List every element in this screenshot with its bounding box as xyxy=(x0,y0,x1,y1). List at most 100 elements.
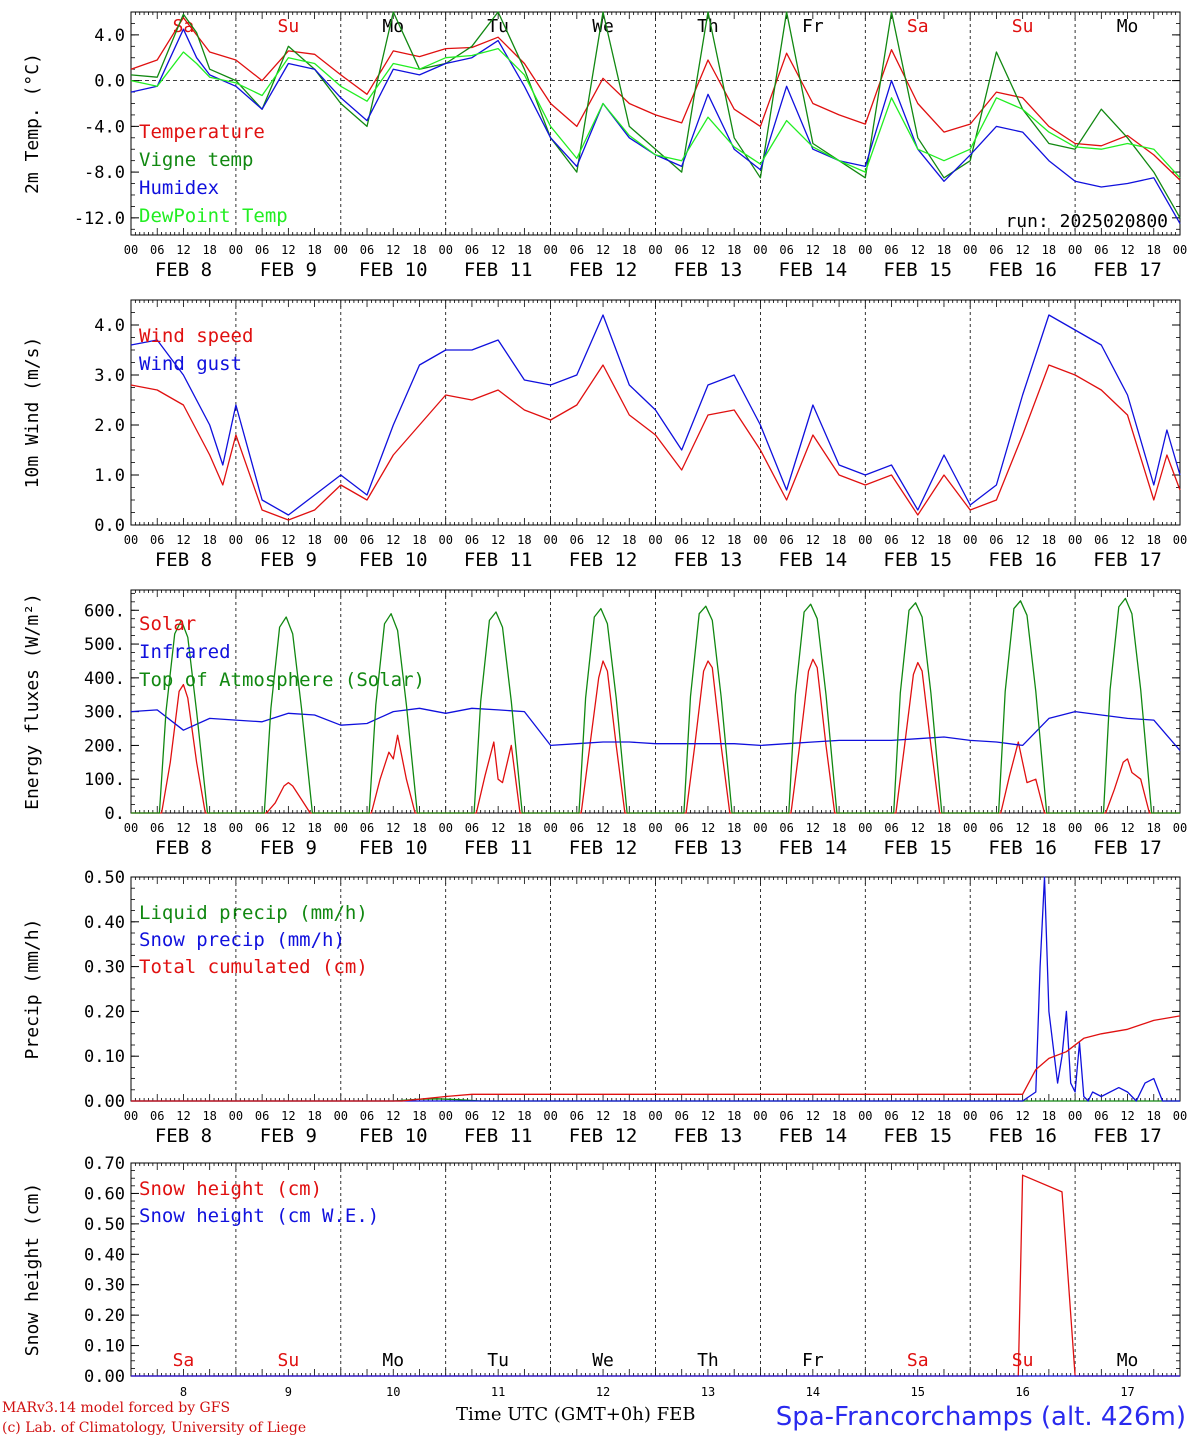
series-line-wind-gust xyxy=(130,314,1181,516)
day-name-label: Fr xyxy=(802,16,824,37)
x-hour-label: 12 xyxy=(176,533,190,547)
x-hour-label: 06 xyxy=(674,243,688,257)
y-tick-label: 0.10 xyxy=(84,1047,125,1067)
x-hour-label: 12 xyxy=(386,533,400,547)
y-tick-label: 600. xyxy=(84,601,125,621)
x-hour-label: 18 xyxy=(1042,821,1056,835)
x-hour-label: 12 xyxy=(806,533,820,547)
x-hour-label: 06 xyxy=(1094,821,1108,835)
x-hour-label: 06 xyxy=(255,1109,269,1123)
legend-entry: Snow height (cm W.E.) xyxy=(139,1205,379,1227)
x-date-label: FEB 14 xyxy=(779,549,848,571)
model-credit: MARv3.14 model forced by GFS xyxy=(2,1400,231,1416)
day-number-label: 14 xyxy=(806,1385,820,1399)
x-hour-label: 12 xyxy=(701,1109,715,1123)
legend-entry: Vigne temp xyxy=(139,149,253,171)
x-hour-label: 18 xyxy=(202,533,216,547)
y-axis-label: Precip (mm/h) xyxy=(22,919,43,1060)
x-hour-label: 06 xyxy=(674,821,688,835)
x-date-label: FEB 10 xyxy=(359,1125,428,1147)
x-date-label: FEB 17 xyxy=(1093,837,1162,859)
x-date-label: FEB 11 xyxy=(464,1125,533,1147)
x-hour-label: 18 xyxy=(727,243,741,257)
y-tick-label: 1.0 xyxy=(94,466,125,486)
x-hour-label: 06 xyxy=(150,243,164,257)
day-name-label: Mo xyxy=(382,1350,404,1371)
x-hour-label: 00 xyxy=(1173,533,1187,547)
x-hour-label: 18 xyxy=(832,1109,846,1123)
x-date-label: FEB 15 xyxy=(883,837,952,859)
day-number-label: 11 xyxy=(491,1385,505,1399)
x-hour-label: 18 xyxy=(1147,1109,1161,1123)
x-hour-label: 18 xyxy=(937,821,951,835)
x-hour-label: 06 xyxy=(360,1109,374,1123)
x-hour-label: 06 xyxy=(255,533,269,547)
x-date-label: FEB 10 xyxy=(359,259,428,281)
x-hour-label: 06 xyxy=(989,1109,1003,1123)
y-tick-label: 3.0 xyxy=(94,366,125,386)
x-date-label: FEB 8 xyxy=(155,259,212,281)
y-tick-label: 300. xyxy=(84,703,125,723)
y-tick-label: 0.50 xyxy=(84,1215,125,1235)
day-number-label: 10 xyxy=(386,1385,400,1399)
x-hour-label: 06 xyxy=(570,243,584,257)
x-hour-label: 18 xyxy=(832,243,846,257)
x-hour-label: 00 xyxy=(1068,1109,1082,1123)
x-hour-label: 06 xyxy=(779,821,793,835)
x-date-label: FEB 12 xyxy=(569,1125,638,1147)
day-name-label: Su xyxy=(278,1350,300,1371)
x-hour-label: 12 xyxy=(491,243,505,257)
y-tick-label: 400. xyxy=(84,669,125,689)
x-date-label: FEB 15 xyxy=(883,549,952,571)
x-hour-label: 18 xyxy=(622,243,636,257)
x-hour-label: 06 xyxy=(884,1109,898,1123)
day-name-label: Sa xyxy=(173,1350,195,1371)
x-date-label: FEB 8 xyxy=(155,837,212,859)
x-hour-label: 12 xyxy=(1120,821,1134,835)
y-tick-label: 0.30 xyxy=(84,1276,125,1296)
x-hour-label: 12 xyxy=(701,243,715,257)
x-hour-label: 12 xyxy=(176,1109,190,1123)
x-hour-label: 12 xyxy=(176,821,190,835)
x-date-label: FEB 14 xyxy=(779,837,848,859)
series-line-snow-precip-mm-h- xyxy=(131,876,1180,1102)
day-number-label: 16 xyxy=(1015,1385,1029,1399)
legend-entry: Top of Atmosphere (Solar) xyxy=(139,669,425,691)
x-hour-label: 00 xyxy=(753,533,767,547)
x-hour-label: 12 xyxy=(806,1109,820,1123)
day-number-label: 9 xyxy=(285,1385,292,1399)
x-hour-label: 00 xyxy=(543,243,557,257)
x-date-label: FEB 14 xyxy=(779,259,848,281)
x-date-label: FEB 12 xyxy=(569,837,638,859)
x-hour-label: 00 xyxy=(648,821,662,835)
x-hour-label: 12 xyxy=(1015,821,1029,835)
day-name-label: Tu xyxy=(487,16,509,37)
x-date-label: FEB 16 xyxy=(988,837,1057,859)
x-hour-label: 00 xyxy=(1068,821,1082,835)
x-date-label: FEB 14 xyxy=(779,1125,848,1147)
run-annotation: run: 2025020800 xyxy=(1005,211,1168,232)
x-hour-label: 18 xyxy=(307,821,321,835)
x-date-label: FEB 11 xyxy=(464,259,533,281)
y-tick-label: 0.20 xyxy=(84,1306,125,1326)
day-name-label: Mo xyxy=(1117,1350,1139,1371)
x-hour-label: 00 xyxy=(753,1109,767,1123)
x-hour-label: 12 xyxy=(911,1109,925,1123)
y-tick-label: 4.0 xyxy=(94,26,125,46)
day-name-label: Su xyxy=(278,16,300,37)
plot-frame xyxy=(130,11,1181,236)
x-hour-label: 12 xyxy=(281,1109,295,1123)
x-hour-label: 00 xyxy=(229,243,243,257)
panel-precip: 0.00 0.10 0.20 0.30 0.40 0.50 Precip (mm/h) 00 0… xyxy=(22,868,1187,1147)
legend-entry: Liquid precip (mm/h) xyxy=(139,902,368,924)
x-hour-label: 00 xyxy=(438,533,452,547)
legend-entry: Humidex xyxy=(139,177,219,199)
x-hour-label: 18 xyxy=(307,1109,321,1123)
x-date-label: FEB 12 xyxy=(569,259,638,281)
y-tick-label: 500. xyxy=(84,635,125,655)
x-hour-label: 00 xyxy=(648,1109,662,1123)
y-tick-label: 0.00 xyxy=(84,1367,125,1387)
x-hour-label: 00 xyxy=(438,1109,452,1123)
y-tick-label: -4.0 xyxy=(84,117,125,137)
legend-entry: DewPoint Temp xyxy=(139,205,288,227)
